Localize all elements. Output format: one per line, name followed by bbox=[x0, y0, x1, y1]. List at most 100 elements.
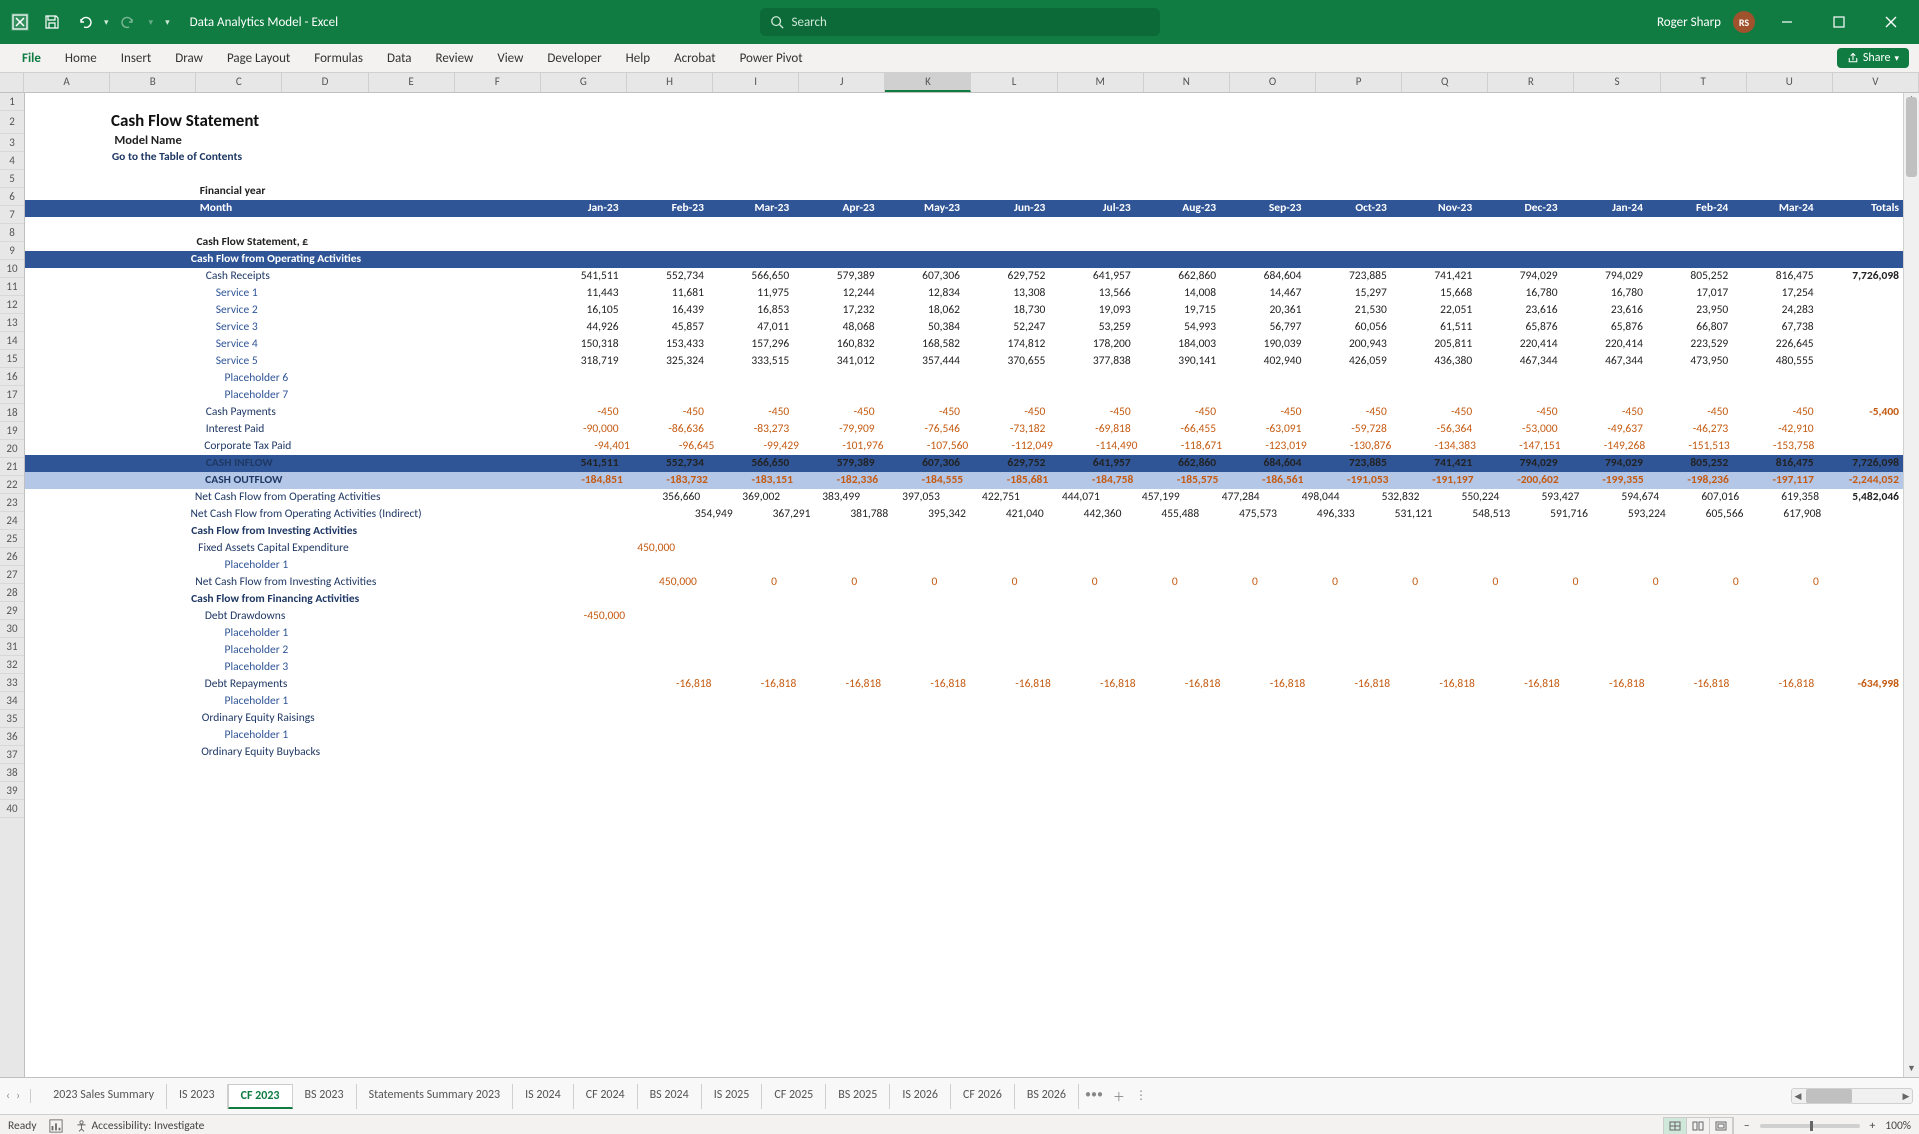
cell[interactable] bbox=[460, 574, 540, 591]
cell[interactable]: 12,834 bbox=[879, 285, 964, 302]
cell[interactable]: Totals bbox=[1818, 200, 1903, 217]
row-header-38[interactable]: 38 bbox=[0, 764, 24, 782]
row-header-39[interactable]: 39 bbox=[0, 782, 24, 800]
row-header-3[interactable]: 3 bbox=[0, 134, 24, 152]
cell[interactable]: 19,093 bbox=[1049, 302, 1134, 319]
cell[interactable] bbox=[281, 132, 366, 150]
cell[interactable] bbox=[452, 302, 537, 319]
cell[interactable] bbox=[1140, 693, 1225, 710]
cell[interactable]: Jul-23 bbox=[1049, 200, 1134, 217]
cell[interactable] bbox=[1648, 608, 1733, 625]
cell[interactable] bbox=[1310, 693, 1395, 710]
cell[interactable]: Jan-23 bbox=[537, 200, 622, 217]
cell[interactable]: -94,401 bbox=[549, 438, 634, 455]
cell[interactable] bbox=[623, 761, 708, 778]
cell[interactable] bbox=[312, 234, 396, 251]
excel-icon[interactable] bbox=[8, 10, 32, 34]
cell[interactable]: 16,439 bbox=[623, 302, 708, 319]
cell[interactable] bbox=[537, 217, 622, 234]
cell[interactable]: -450 bbox=[793, 404, 878, 421]
cell[interactable] bbox=[1571, 744, 1654, 761]
cell[interactable] bbox=[970, 642, 1055, 659]
cell[interactable] bbox=[1564, 693, 1649, 710]
cell[interactable]: -134,383 bbox=[1395, 438, 1480, 455]
cell[interactable] bbox=[886, 625, 971, 642]
cell[interactable]: -107,560 bbox=[888, 438, 973, 455]
cell[interactable] bbox=[25, 455, 110, 472]
cell[interactable] bbox=[110, 183, 195, 200]
cell[interactable]: Placeholder 1 bbox=[195, 557, 293, 574]
cell[interactable] bbox=[989, 744, 1072, 761]
cell[interactable]: 593,427 bbox=[1503, 489, 1583, 506]
cell[interactable]: 548,513 bbox=[1436, 506, 1514, 523]
cell[interactable]: Cash Flow Statement, £ bbox=[192, 234, 312, 251]
cell[interactable] bbox=[1819, 234, 1903, 251]
cell[interactable]: -634,998 bbox=[1818, 676, 1903, 693]
cell[interactable]: 22,051 bbox=[1391, 302, 1476, 319]
cell[interactable] bbox=[292, 370, 377, 387]
cell[interactable]: 498,044 bbox=[1264, 489, 1344, 506]
cell[interactable] bbox=[1394, 370, 1479, 387]
redo-dropdown-icon[interactable]: ▾ bbox=[149, 17, 154, 28]
cell[interactable]: 805,252 bbox=[1647, 268, 1732, 285]
row-header-23[interactable]: 23 bbox=[0, 494, 24, 512]
cell[interactable] bbox=[1305, 183, 1390, 200]
cell[interactable] bbox=[1479, 387, 1564, 404]
cell[interactable] bbox=[801, 387, 886, 404]
cell[interactable] bbox=[679, 540, 761, 557]
cell[interactable]: 0 bbox=[1102, 574, 1182, 591]
cell[interactable]: Month bbox=[196, 200, 281, 217]
cell[interactable] bbox=[25, 285, 110, 302]
ribbon-tab-help[interactable]: Help bbox=[614, 44, 662, 72]
cell[interactable] bbox=[110, 676, 195, 693]
cell[interactable] bbox=[25, 336, 110, 353]
cell[interactable] bbox=[459, 608, 544, 625]
cell[interactable] bbox=[1649, 693, 1734, 710]
cell[interactable]: 684,604 bbox=[1220, 455, 1305, 472]
cell[interactable] bbox=[1660, 523, 1741, 540]
cell[interactable]: 21,530 bbox=[1305, 302, 1390, 319]
cell[interactable] bbox=[196, 132, 281, 150]
cell[interactable] bbox=[731, 234, 815, 251]
cell[interactable]: -147,151 bbox=[1480, 438, 1565, 455]
cell[interactable]: -63,091 bbox=[1220, 421, 1305, 438]
cell[interactable] bbox=[1479, 625, 1564, 642]
cell[interactable]: -450 bbox=[1476, 404, 1561, 421]
cell[interactable] bbox=[292, 625, 377, 642]
cell[interactable] bbox=[1225, 642, 1310, 659]
cell[interactable] bbox=[377, 625, 462, 642]
cell[interactable]: Oct-23 bbox=[1305, 200, 1390, 217]
cell[interactable] bbox=[537, 132, 622, 150]
cell[interactable]: 480,555 bbox=[1732, 353, 1817, 370]
cell[interactable] bbox=[886, 370, 971, 387]
cell[interactable]: 0 bbox=[781, 574, 861, 591]
cell[interactable] bbox=[1575, 110, 1657, 134]
cell[interactable]: 619,358 bbox=[1743, 489, 1823, 506]
cell[interactable] bbox=[452, 761, 537, 778]
cell[interactable]: Sep-23 bbox=[1220, 200, 1305, 217]
cell[interactable]: 11,975 bbox=[708, 285, 793, 302]
user-name[interactable]: Roger Sharp bbox=[1657, 15, 1721, 30]
cell[interactable]: 0 bbox=[701, 574, 781, 591]
zoom-in-icon[interactable]: + bbox=[1870, 1119, 1876, 1133]
cell[interactable] bbox=[1310, 727, 1395, 744]
cell[interactable]: 457,199 bbox=[1104, 489, 1184, 506]
cell[interactable] bbox=[1823, 574, 1903, 591]
cell[interactable] bbox=[1649, 642, 1734, 659]
cell[interactable] bbox=[623, 132, 708, 150]
cell[interactable]: -184,555 bbox=[882, 472, 967, 489]
cell[interactable]: 450,000 bbox=[598, 540, 680, 557]
cell[interactable] bbox=[1818, 302, 1903, 319]
cell[interactable] bbox=[25, 234, 109, 251]
cell[interactable]: 150,318 bbox=[537, 336, 622, 353]
cell[interactable] bbox=[110, 438, 195, 455]
cell[interactable] bbox=[377, 659, 462, 676]
cell[interactable] bbox=[1135, 132, 1220, 150]
cell[interactable] bbox=[1308, 608, 1393, 625]
cell[interactable]: -79,909 bbox=[793, 421, 878, 438]
cell[interactable]: 16,780 bbox=[1476, 285, 1561, 302]
cell[interactable] bbox=[110, 353, 195, 370]
cell[interactable] bbox=[970, 727, 1055, 744]
cell[interactable] bbox=[319, 710, 402, 727]
cell[interactable] bbox=[452, 183, 537, 200]
